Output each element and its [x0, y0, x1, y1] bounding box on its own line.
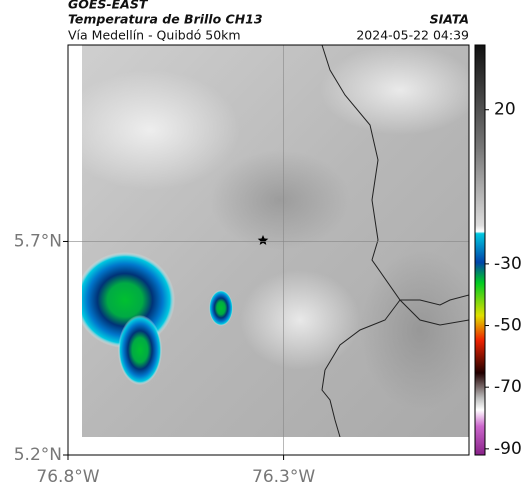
texture: [360, 250, 469, 410]
y-tick-label: 5.2°N: [14, 445, 62, 465]
border: [324, 299, 401, 371]
x-tick-label: 76.8°W: [36, 467, 99, 487]
satellite: GOES-EAST: [68, 0, 149, 12]
texture: [320, 45, 469, 135]
border: [321, 45, 469, 326]
colorbar: [474, 44, 486, 456]
border: [400, 294, 469, 306]
cloud: [209, 290, 233, 326]
imagery: [82, 45, 469, 437]
colorbar-tick-label: 20: [494, 100, 516, 120]
colorbar-tick-label: -70: [494, 377, 522, 397]
x-tick-label: 76.3°W: [252, 467, 315, 487]
colorbar-tick-label: -90: [494, 439, 522, 459]
texture: [82, 70, 240, 190]
region: Vía Medellín - Quibdó 50km: [68, 28, 241, 43]
datetime: 2024-05-22 04:39: [356, 28, 469, 43]
product: Temperatura de Brillo CH13: [68, 12, 263, 27]
border: [321, 369, 341, 437]
texture: [240, 270, 360, 370]
location-marker: [257, 235, 269, 245]
colorbar-tick-label: -50: [494, 316, 522, 336]
colorbar-tick-label: -30: [494, 254, 522, 274]
source: SIATA: [430, 12, 469, 27]
texture: [210, 150, 350, 250]
cloud: [118, 315, 162, 385]
map-border: [67, 44, 470, 456]
y-tick-label: 5.7°N: [14, 231, 62, 251]
